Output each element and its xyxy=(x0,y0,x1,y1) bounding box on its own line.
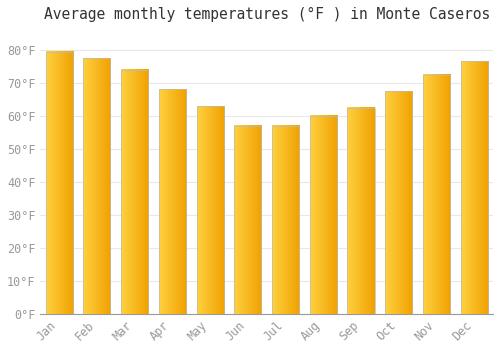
Bar xyxy=(121,70,148,314)
Title: Average monthly temperatures (°F ) in Monte Caseros: Average monthly temperatures (°F ) in Mo… xyxy=(44,7,490,22)
Bar xyxy=(84,58,110,314)
Bar xyxy=(234,126,262,314)
Bar xyxy=(196,106,224,314)
Bar xyxy=(272,126,299,314)
Bar xyxy=(46,51,73,314)
Bar xyxy=(423,75,450,314)
Bar xyxy=(385,91,412,314)
Bar xyxy=(348,108,374,314)
Bar xyxy=(159,90,186,314)
Bar xyxy=(460,61,488,314)
Bar xyxy=(310,116,337,314)
